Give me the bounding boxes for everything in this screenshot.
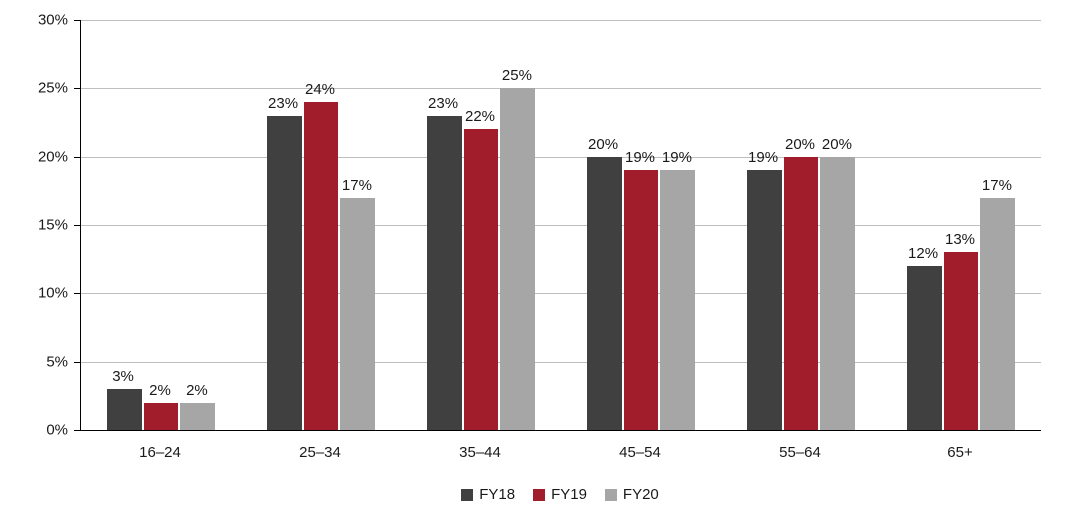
y-tick-label: 25% <box>0 80 68 97</box>
gridline <box>81 88 1041 89</box>
bar-value-label: 12% <box>908 245 938 262</box>
bar <box>587 157 622 430</box>
bar <box>784 157 819 430</box>
bar <box>267 116 302 430</box>
x-tick-label: 55–64 <box>779 444 821 461</box>
legend-swatch <box>605 489 617 501</box>
bar <box>340 198 375 430</box>
gridline <box>81 362 1041 363</box>
bar-value-label: 20% <box>785 136 815 153</box>
bar-value-label: 25% <box>502 67 532 84</box>
plot-area <box>80 20 1041 431</box>
bar <box>427 116 462 430</box>
bar-value-label: 2% <box>149 382 171 399</box>
bar <box>107 389 142 430</box>
x-tick-label: 16–24 <box>139 444 181 461</box>
bar-value-label: 13% <box>945 231 975 248</box>
bar <box>980 198 1015 430</box>
bar <box>180 403 215 430</box>
bar <box>660 170 695 430</box>
bar-value-label: 23% <box>268 95 298 112</box>
y-tick-mark <box>74 225 80 226</box>
bar-value-label: 19% <box>625 149 655 166</box>
legend-label: FY20 <box>623 486 659 503</box>
y-tick-mark <box>74 293 80 294</box>
bar <box>747 170 782 430</box>
y-tick-mark <box>74 430 80 431</box>
bar-value-label: 19% <box>662 149 692 166</box>
legend-item: FY20 <box>605 486 659 503</box>
gridline <box>81 20 1041 21</box>
bar <box>500 88 535 430</box>
legend-swatch <box>533 489 545 501</box>
bar-value-label: 2% <box>186 382 208 399</box>
y-tick-label: 15% <box>0 217 68 234</box>
bar-value-label: 19% <box>748 149 778 166</box>
bar-value-label: 3% <box>112 368 134 385</box>
bar-value-label: 17% <box>982 177 1012 194</box>
y-tick-mark <box>74 20 80 21</box>
x-tick-label: 25–34 <box>299 444 341 461</box>
y-tick-mark <box>74 362 80 363</box>
y-tick-label: 5% <box>0 353 68 370</box>
bar <box>304 102 339 430</box>
y-tick-mark <box>74 88 80 89</box>
gridline <box>81 225 1041 226</box>
bar-chart: FY18 FY19 FY20 0% 5% 10% 15% 20% 25% 30% 3% 2% 2% 16… <box>0 0 1087 520</box>
bar-value-label: 24% <box>305 81 335 98</box>
bar-value-label: 20% <box>822 136 852 153</box>
bar-value-label: 17% <box>342 177 372 194</box>
bar-value-label: 22% <box>465 108 495 125</box>
bar-value-label: 20% <box>588 136 618 153</box>
x-tick-label: 35–44 <box>459 444 501 461</box>
y-tick-label: 30% <box>0 12 68 29</box>
bar <box>464 129 499 430</box>
y-tick-label: 20% <box>0 148 68 165</box>
x-tick-label: 65+ <box>947 444 972 461</box>
gridline <box>81 293 1041 294</box>
legend-label: FY19 <box>551 486 587 503</box>
bar <box>144 403 179 430</box>
legend-item: FY19 <box>533 486 587 503</box>
legend: FY18 FY19 FY20 <box>80 486 1040 503</box>
x-tick-label: 45–54 <box>619 444 661 461</box>
legend-label: FY18 <box>479 486 515 503</box>
legend-item: FY18 <box>461 486 515 503</box>
y-tick-label: 10% <box>0 285 68 302</box>
bar <box>907 266 942 430</box>
y-tick-label: 0% <box>0 422 68 439</box>
gridline <box>81 157 1041 158</box>
bar-value-label: 23% <box>428 95 458 112</box>
bar <box>820 157 855 430</box>
bar <box>624 170 659 430</box>
legend-swatch <box>461 489 473 501</box>
y-tick-mark <box>74 157 80 158</box>
bar <box>944 252 979 430</box>
